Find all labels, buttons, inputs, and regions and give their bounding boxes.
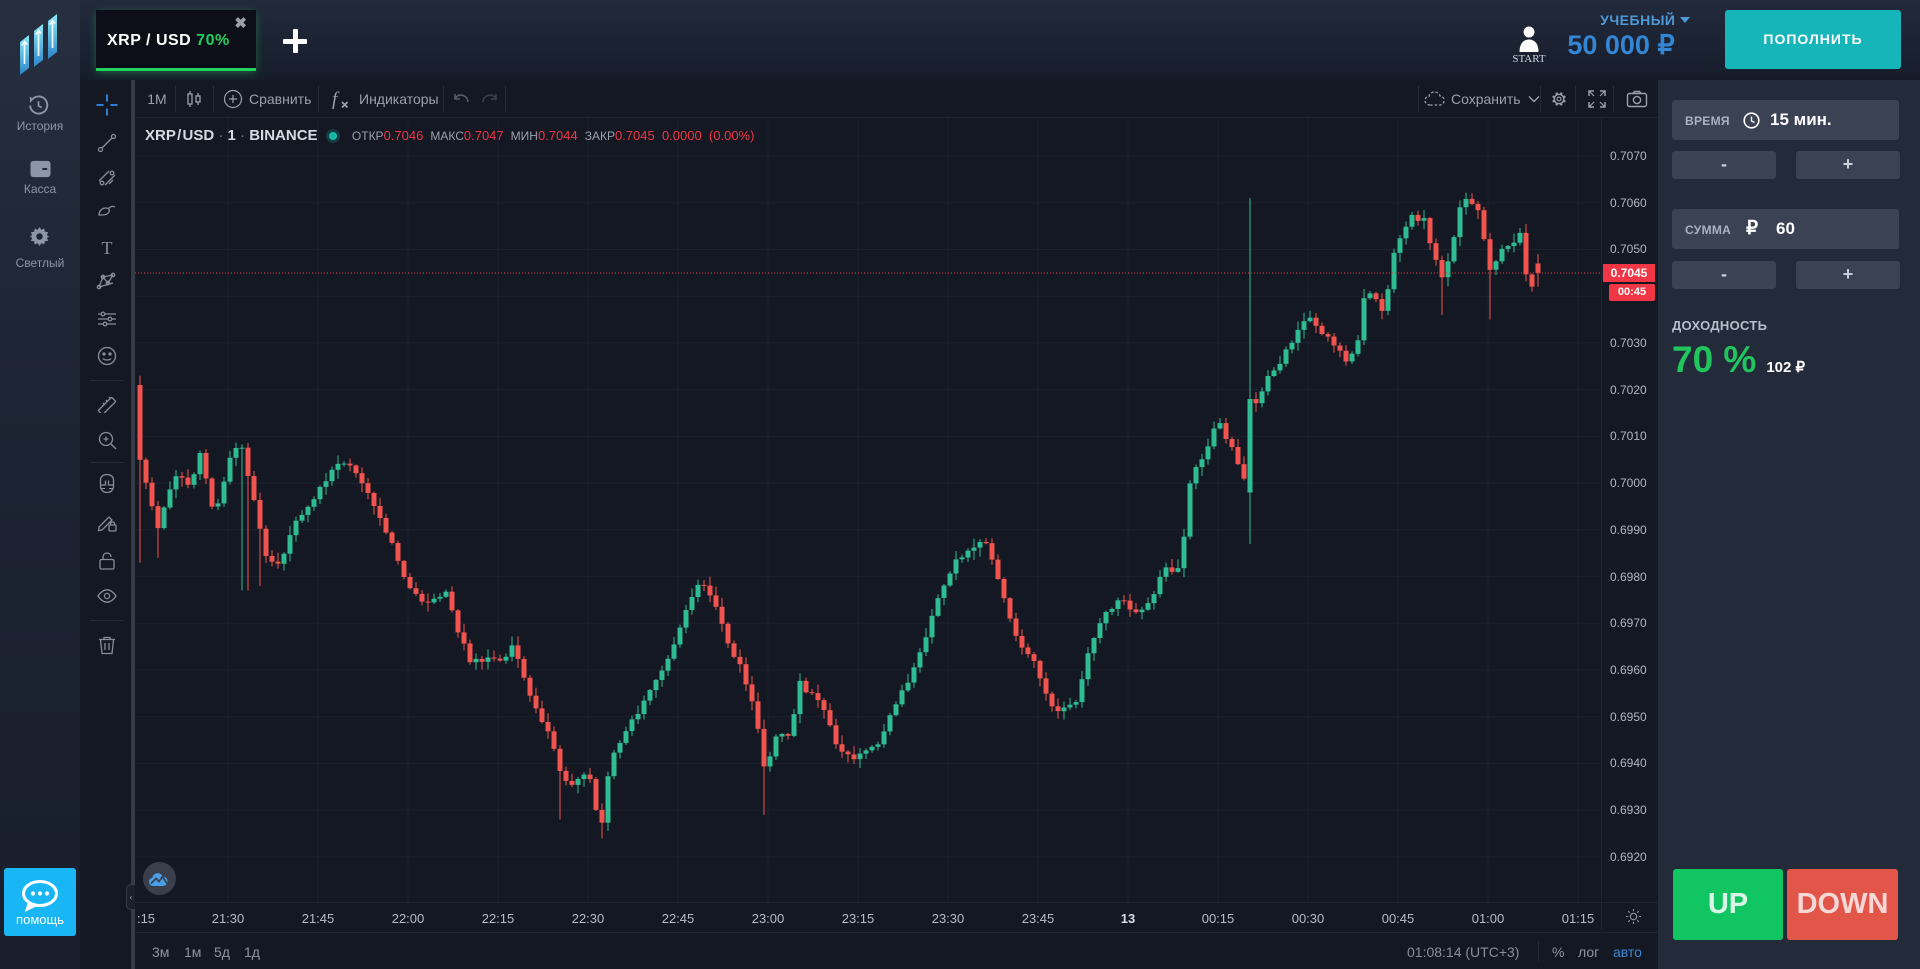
svg-text:f: f (332, 89, 340, 110)
svg-text:T: T (102, 238, 113, 258)
